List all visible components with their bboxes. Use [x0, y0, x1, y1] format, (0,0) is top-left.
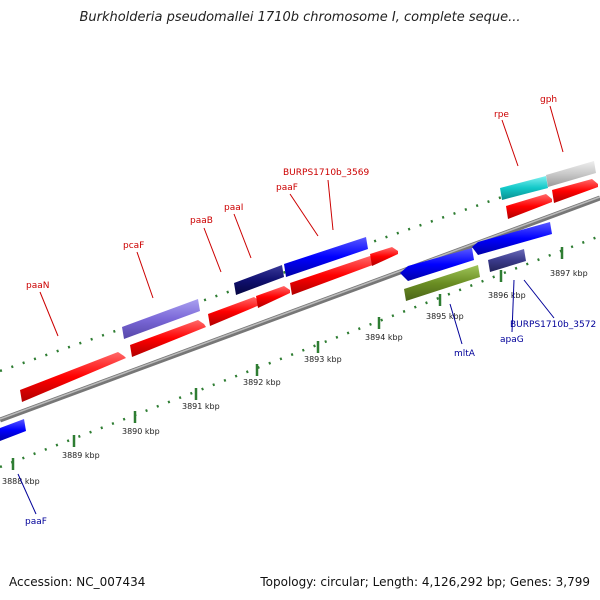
kbp-label: 3892 kbp	[243, 378, 281, 387]
reverse-gene-labels	[17, 279, 555, 515]
reverse-features[interactable]	[0, 222, 552, 441]
kbp-label: 3895 kbp	[426, 312, 464, 321]
label-mlta: mltA	[454, 349, 476, 359]
map-title: Burkholderia pseudomallei 1710b chromoso…	[79, 10, 521, 25]
kbp-major-ticks	[11, 247, 564, 470]
gene-rpe[interactable]	[500, 176, 548, 200]
cds-paab[interactable]	[208, 297, 262, 326]
label-paaf: paaF	[276, 183, 298, 193]
label-paai: paaI	[224, 203, 243, 213]
label-pcaf: pcaF	[123, 241, 144, 251]
kbp-label: 3894 kbp	[365, 333, 403, 342]
cds-paan[interactable]	[20, 352, 126, 402]
label-paan: paaN	[26, 281, 49, 291]
gene-burps1710b-3572[interactable]	[472, 222, 552, 255]
kbp-label: 3891 kbp	[182, 402, 220, 411]
gene-burps1710b-3569[interactable]	[284, 237, 368, 277]
cds-rpe[interactable]	[506, 194, 552, 219]
label-paaf-reverse: paaF	[25, 517, 47, 527]
forward-gene-labels	[39, 105, 564, 337]
cds-pcaf[interactable]	[130, 320, 206, 357]
reverse-label-text: paaF mltA apaG BURPS1710b_3572	[25, 320, 596, 527]
label-gph: gph	[540, 95, 557, 105]
label-apag: apaG	[500, 335, 524, 345]
gene-paai[interactable]	[234, 265, 284, 295]
chromosome-backbone	[0, 195, 600, 423]
label-paab: paaB	[190, 216, 213, 226]
forward-label-text: paaN pcaF paaB paaI paaF BURPS1710b_3569…	[26, 95, 557, 291]
kbp-label: 3897 kbp	[550, 269, 588, 278]
cds-gph[interactable]	[552, 179, 598, 203]
label-burps1710b-3569: BURPS1710b_3569	[283, 168, 369, 178]
cds-burps1710b-3569[interactable]	[370, 247, 398, 266]
cds-paai[interactable]	[256, 286, 290, 308]
cds-paaf[interactable]	[290, 256, 378, 295]
chromosome-backbone-highlight	[0, 196, 600, 420]
kbp-tick-labels: 3888 kbp 3889 kbp 3890 kbp 3891 kbp 3892…	[2, 269, 588, 486]
gene-apag[interactable]	[488, 249, 526, 272]
gene-gph[interactable]	[546, 161, 596, 187]
kbp-label: 3890 kbp	[122, 427, 160, 436]
kbp-label: 3889 kbp	[62, 451, 100, 460]
forward-tick-row	[0, 161, 600, 373]
kbp-label: 3893 kbp	[304, 355, 342, 364]
label-burps1710b-3572: BURPS1710b_3572	[510, 320, 596, 330]
accession-text: Accession: NC_007434	[9, 575, 146, 589]
label-rpe: rpe	[494, 110, 509, 120]
gene-mlta[interactable]	[400, 248, 474, 281]
gene-pcaf[interactable]	[122, 299, 200, 339]
genome-summary-text: Topology: circular; Length: 4,126,292 bp…	[260, 575, 590, 589]
kbp-label: 3896 kbp	[488, 291, 526, 300]
forward-features[interactable]	[20, 161, 598, 402]
cds-mlta[interactable]	[404, 265, 480, 301]
gene-paaf-reverse[interactable]	[0, 419, 26, 441]
